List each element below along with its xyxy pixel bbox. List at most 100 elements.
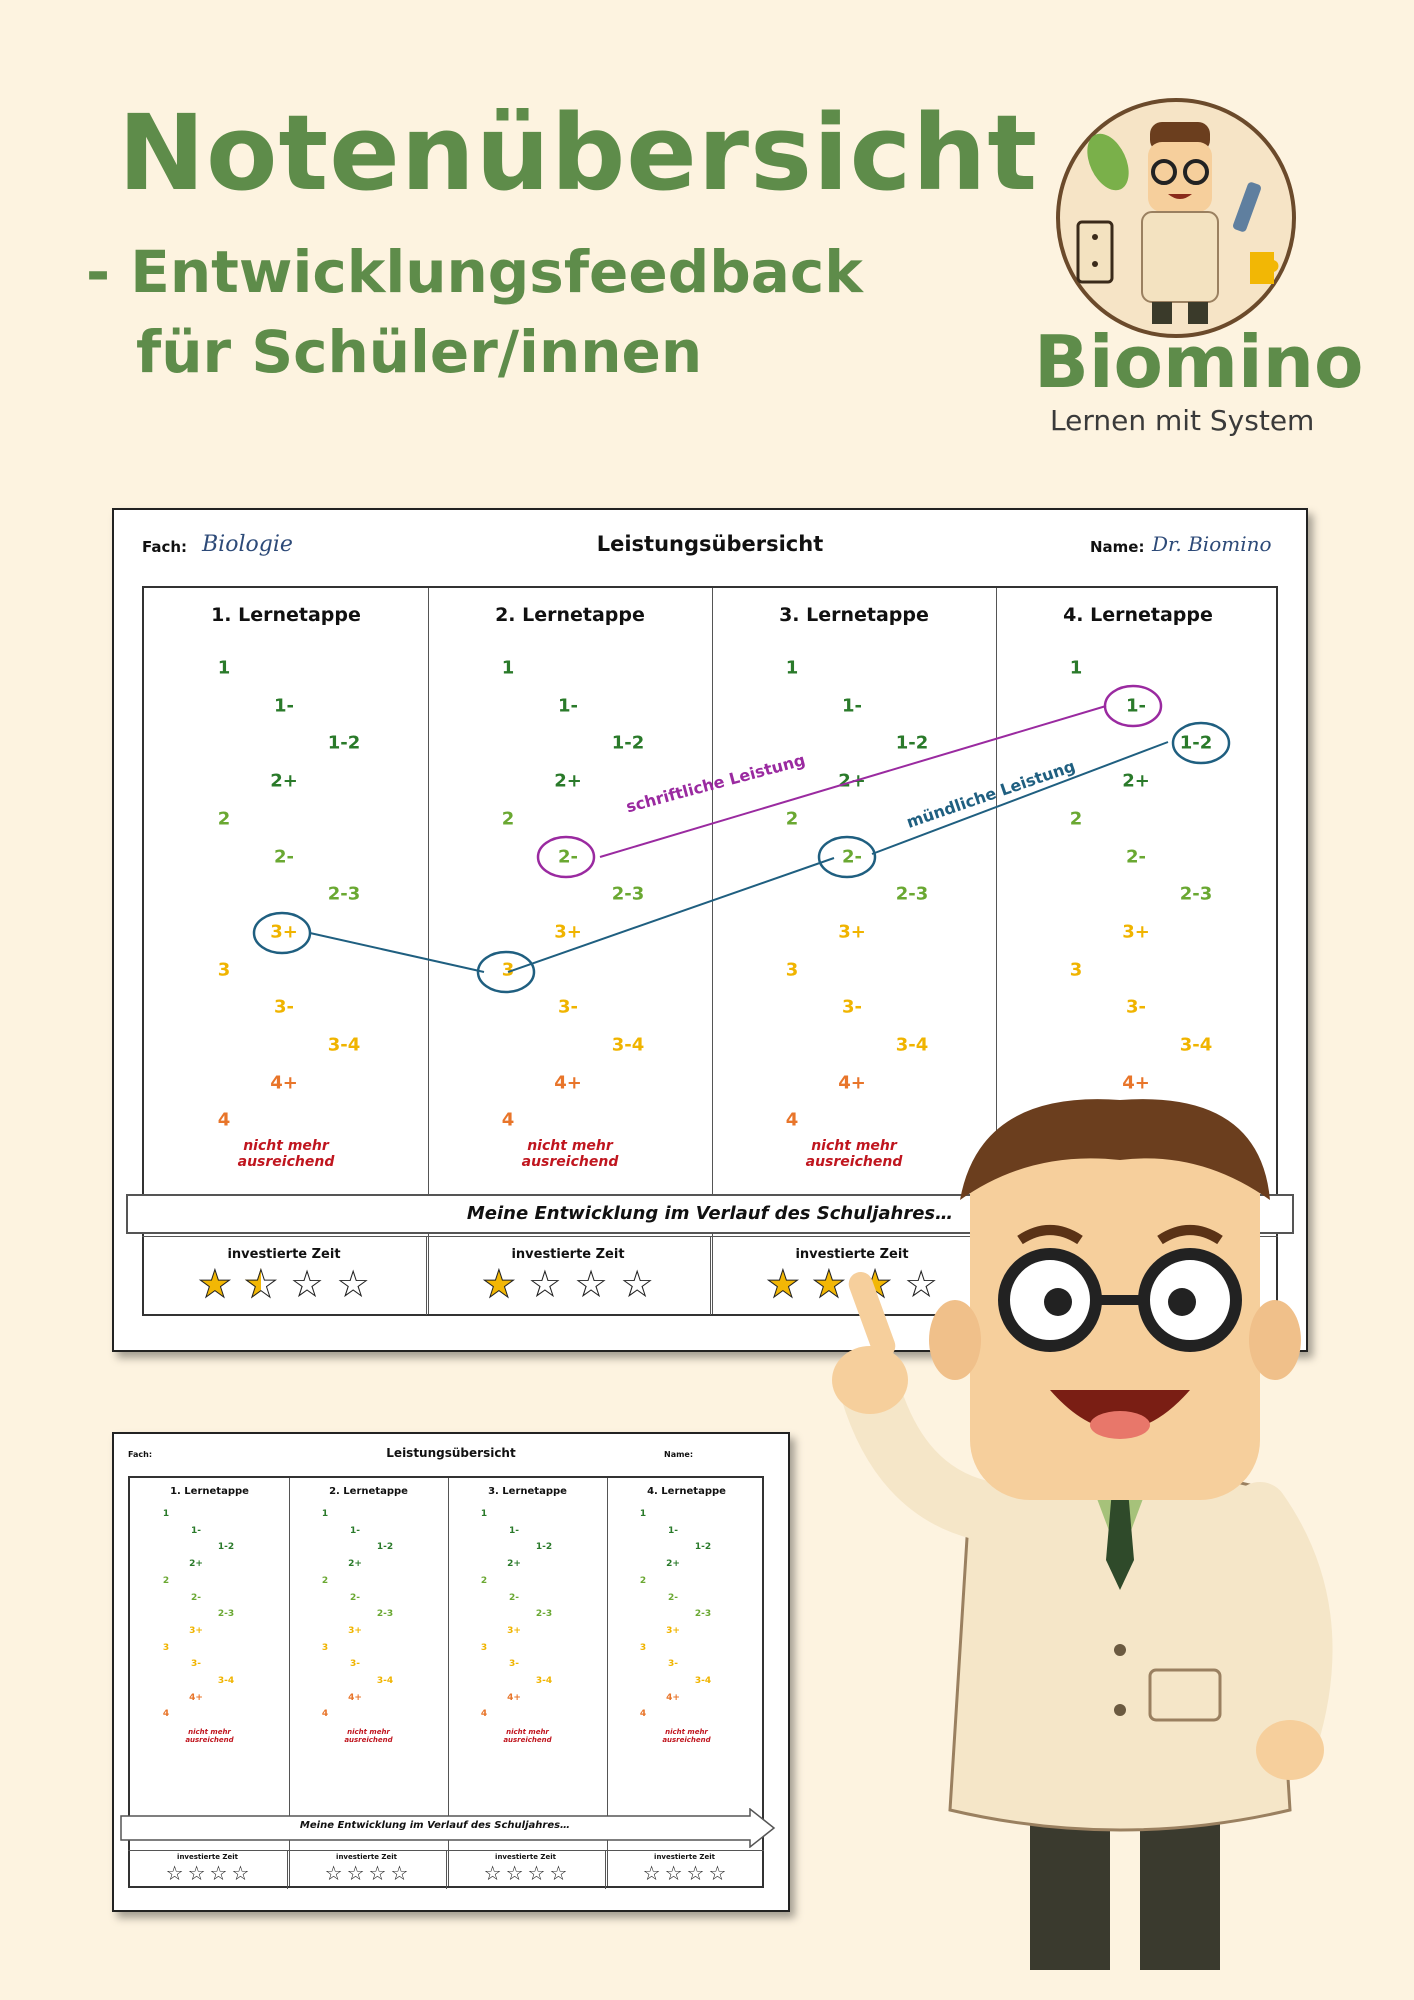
star-empty-icon[interactable]: ☆ (664, 1861, 683, 1885)
grade-mark[interactable]: 3-4 (895, 1034, 929, 1056)
grade-mark[interactable]: 3- (558, 996, 578, 1018)
grade-mark[interactable]: 2 (785, 808, 799, 830)
grade-mark[interactable]: 3-4 (1179, 1034, 1213, 1056)
star-filled-icon[interactable]: ★ (197, 1262, 232, 1307)
grade-mark[interactable]: 3+ (507, 1625, 521, 1636)
grade-mark[interactable]: 2- (842, 846, 862, 867)
grade-mark[interactable]: 3-4 (611, 1034, 645, 1056)
grade-mark[interactable]: 4 (162, 1709, 170, 1720)
grade-mark[interactable]: 2-3 (535, 1609, 553, 1620)
grade-mark[interactable]: 1- (842, 695, 862, 717)
grade-mark[interactable]: 4 (217, 1109, 231, 1131)
star-empty-icon[interactable]: ☆ (346, 1861, 365, 1885)
star-empty-icon[interactable]: ☆ (209, 1861, 228, 1885)
grade-mark[interactable]: 3+ (666, 1625, 680, 1636)
grade-mark[interactable]: 1 (217, 657, 231, 679)
grade-mark[interactable]: 3 (480, 1642, 488, 1653)
grade-mark[interactable]: 1 (785, 657, 799, 679)
grade-mark[interactable]: 3-4 (535, 1676, 553, 1686)
star-empty-icon[interactable]: ☆ (187, 1861, 206, 1885)
grade-mark[interactable]: 2- (274, 846, 294, 867)
grade-mark[interactable]: 3 (785, 959, 799, 981)
grade-mark[interactable]: 1-2 (217, 1542, 235, 1553)
star-empty-icon[interactable]: ☆ (390, 1861, 409, 1885)
grade-mark[interactable]: 3-4 (694, 1676, 712, 1686)
star-filled-icon[interactable]: ★ (811, 1262, 846, 1307)
star-empty-icon[interactable]: ☆ (336, 1262, 371, 1306)
grade-mark[interactable]: 3 (217, 959, 231, 981)
grade-mark[interactable]: 3+ (348, 1625, 362, 1636)
grade-mark[interactable]: 2-3 (611, 883, 645, 905)
grade-mark[interactable]: 3- (668, 1659, 678, 1670)
grade-mark[interactable]: 3-4 (327, 1034, 361, 1056)
grade-mark[interactable]: 4+ (348, 1692, 362, 1703)
grade-mark[interactable]: 2+ (666, 1559, 680, 1570)
grade-mark[interactable]: 2 (321, 1575, 329, 1586)
grade-mark[interactable]: 2 (162, 1575, 170, 1586)
star-filled-icon[interactable]: ★ (765, 1262, 800, 1307)
star-empty-icon[interactable]: ☆ (620, 1262, 655, 1306)
grade-mark[interactable]: 2- (558, 846, 578, 867)
grade-mark[interactable]: 2-3 (217, 1609, 235, 1620)
grade-mark[interactable]: 3- (274, 996, 294, 1018)
star-empty-icon[interactable]: ☆ (904, 1262, 939, 1306)
grade-mark[interactable]: 3- (509, 1659, 519, 1670)
grade-mark[interactable]: 4+ (270, 1072, 298, 1094)
star-empty-icon[interactable]: ☆ (505, 1861, 524, 1885)
grade-mark[interactable]: 3 (321, 1642, 329, 1653)
star-filled-icon[interactable]: ★ (481, 1262, 516, 1307)
grade-mark[interactable]: 3-4 (217, 1676, 235, 1686)
grade-mark[interactable]: 4+ (554, 1072, 582, 1094)
grade-mark[interactable]: 2- (1126, 846, 1146, 867)
grade-mark[interactable]: 4 (639, 1709, 647, 1720)
grade-mark[interactable]: 3+ (189, 1625, 203, 1636)
grade-mark[interactable]: 1- (668, 1525, 678, 1536)
grade-mark[interactable]: 1- (350, 1525, 360, 1536)
grade-mark[interactable]: 4+ (507, 1692, 521, 1703)
star-empty-icon[interactable]: ☆ (165, 1861, 184, 1885)
grade-mark[interactable]: 2+ (1122, 770, 1150, 792)
star-empty-icon[interactable]: ☆ (574, 1262, 609, 1306)
grade-mark[interactable]: 2- (509, 1592, 519, 1603)
grade-mark[interactable]: 1-2 (694, 1542, 712, 1553)
grade-mark[interactable]: 2-3 (327, 883, 361, 905)
grade-mark[interactable]: 2+ (554, 770, 582, 792)
grade-mark[interactable]: 2+ (189, 1559, 203, 1570)
star-empty-icon[interactable]: ☆ (231, 1861, 250, 1885)
star-empty-icon[interactable]: ☆ (527, 1861, 546, 1885)
grade-mark[interactable]: 1 (321, 1509, 329, 1519)
grade-mark[interactable]: 1 (162, 1509, 170, 1519)
grade-mark[interactable]: 2+ (270, 770, 298, 792)
grade-mark[interactable]: 2+ (507, 1559, 521, 1570)
grade-mark[interactable]: 1-2 (327, 732, 361, 754)
star-empty-icon[interactable]: ☆ (324, 1861, 343, 1885)
grade-mark[interactable]: 2-3 (1179, 883, 1213, 905)
grade-mark[interactable]: 4 (501, 1109, 515, 1131)
grade-mark[interactable]: 2-3 (694, 1609, 712, 1620)
grade-mark[interactable]: 1 (501, 657, 515, 679)
grade-mark[interactable]: 3 (639, 1642, 647, 1653)
grade-mark[interactable]: 4 (785, 1109, 799, 1131)
grade-mark[interactable]: 2- (191, 1592, 201, 1603)
star-empty-icon[interactable]: ☆ (368, 1861, 387, 1885)
grade-mark[interactable]: 1- (558, 695, 578, 717)
star-empty-icon[interactable]: ☆ (686, 1861, 705, 1885)
grade-mark[interactable]: 3+ (838, 921, 866, 943)
grade-mark[interactable]: 3-4 (376, 1676, 394, 1686)
star-half-icon[interactable]: ★ (243, 1262, 278, 1307)
grade-mark[interactable]: 3- (1126, 996, 1146, 1018)
grade-mark[interactable]: 1-2 (895, 732, 929, 754)
grade-mark[interactable]: 1-2 (1179, 732, 1213, 754)
grade-mark[interactable]: 3 (501, 959, 515, 981)
star-empty-icon[interactable]: ☆ (642, 1861, 661, 1885)
grade-mark[interactable]: 2- (350, 1592, 360, 1603)
grade-mark[interactable]: 4+ (838, 1072, 866, 1094)
grade-mark[interactable]: 3 (162, 1642, 170, 1653)
grade-mark[interactable]: 4 (321, 1709, 329, 1720)
grade-mark[interactable]: 1- (191, 1525, 201, 1536)
grade-mark[interactable]: 2 (501, 808, 515, 830)
grade-mark[interactable]: 1 (639, 1509, 647, 1519)
grade-mark[interactable]: 2-3 (895, 883, 929, 905)
grade-mark[interactable]: 2 (1069, 808, 1083, 830)
grade-mark[interactable]: 4+ (666, 1692, 680, 1703)
